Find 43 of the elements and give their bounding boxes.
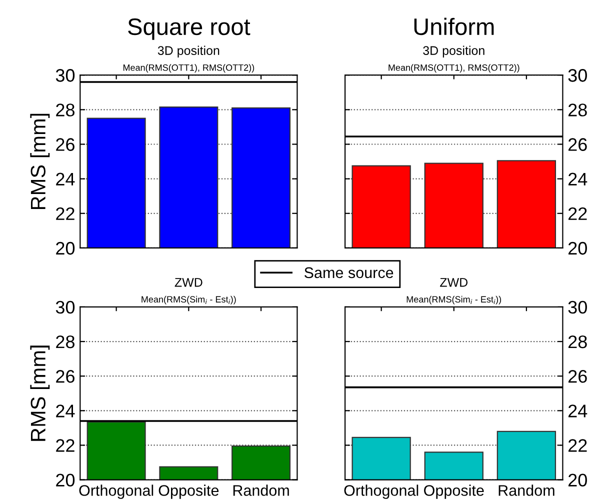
y-tick-label: 22: [568, 439, 587, 452]
y-tick-label: 28: [56, 104, 74, 116]
y-tick-label: 20: [568, 242, 587, 255]
y-tick-label: 30: [56, 69, 75, 82]
y-tick-label: 20: [568, 474, 587, 487]
y-tick-label: 26: [56, 370, 74, 383]
chart-subtitle: Mean(RMS(Sim$_{i}$ - Est$_{i}$)): [142, 296, 236, 304]
y-tick-label: 24: [568, 172, 588, 186]
y-tick-label: 20: [56, 474, 75, 487]
x-tick-label: Random: [233, 484, 289, 496]
x-tick-label: Opposite: [158, 484, 219, 499]
y-tick-label: 28: [568, 104, 587, 116]
chart-subtitle: 3D position: [423, 46, 484, 58]
chart-title: Uniform: [414, 18, 494, 36]
chart-subtitle: 3D position: [158, 46, 220, 58]
y-tick-label: 26: [568, 370, 587, 383]
chart-subtitle: Mean(RMS(Sim$_{i}$ - Est$_{i}$)): [406, 296, 502, 304]
text: Mean(RMS(OTT1), RMS(OTT2)): [388, 64, 520, 73]
y-tick-label: 22: [56, 439, 74, 452]
y-tick-label: 28: [568, 335, 587, 348]
y-tick-label: 28: [56, 335, 74, 348]
legend-label: Same source: [304, 267, 394, 278]
x-tick-label: Random: [498, 484, 554, 496]
y-tick-label: 22: [568, 207, 587, 220]
y-tick-label: 24: [56, 172, 75, 186]
x-tick-label: Opposite: [424, 484, 484, 499]
text: Mean(RMS(OTT1), RMS(OTT2)): [123, 64, 254, 73]
y-tick-label: 24: [568, 404, 588, 418]
y-tick-label: 26: [56, 138, 74, 151]
x-tick-label: Orthogonal: [79, 484, 154, 499]
y-tick-label: 30: [568, 69, 587, 82]
chart-title: ZWD: [440, 278, 468, 287]
y-axis-title: RMS [mm]: [30, 114, 50, 210]
y-tick-label: 26: [568, 138, 587, 151]
x-tick-label: Orthogonal: [344, 484, 418, 499]
chart-title: ZWD: [174, 278, 202, 287]
y-axis-title: RMS [mm]: [30, 346, 50, 441]
y-tick-label: 22: [56, 207, 74, 220]
y-tick-label: 30: [56, 300, 75, 314]
y-tick-label: 20: [56, 242, 75, 255]
y-tick-label: 30: [568, 300, 587, 314]
y-tick-label: 24: [56, 404, 75, 418]
chart-title: Square root: [128, 18, 250, 40]
